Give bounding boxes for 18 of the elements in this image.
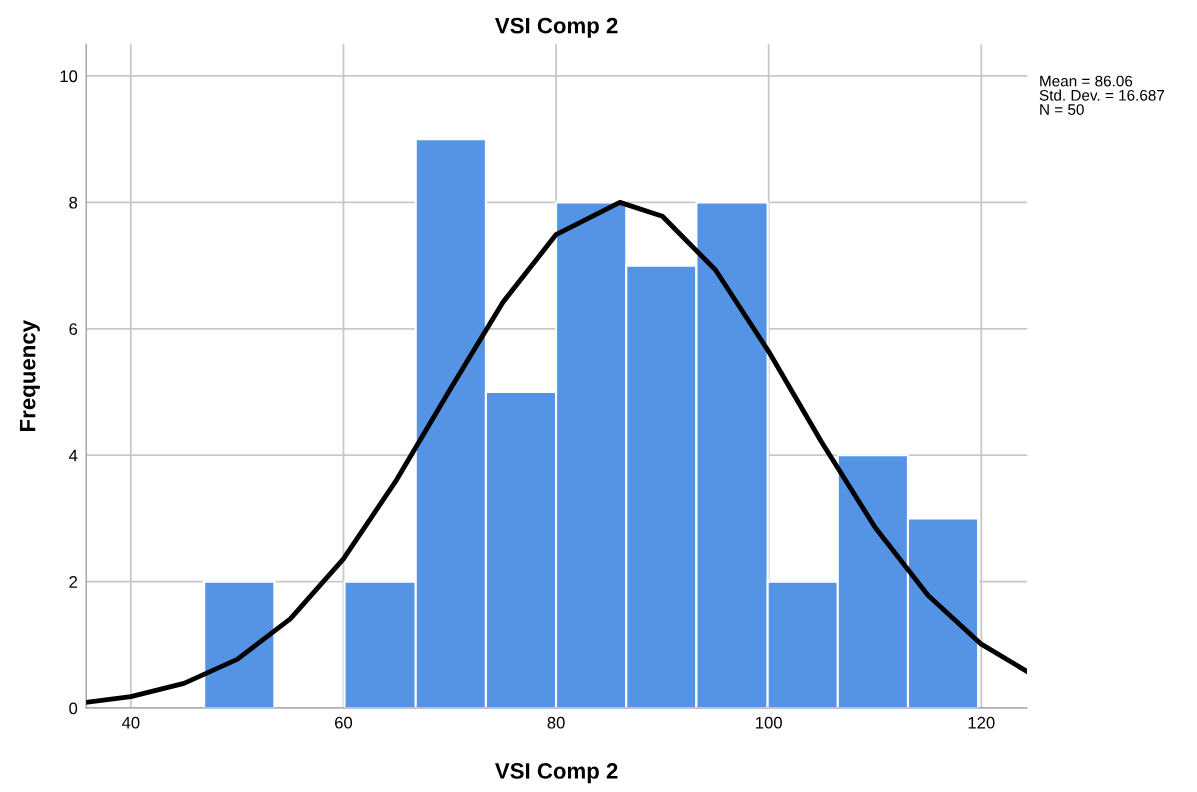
y-tick-label: 0 bbox=[69, 702, 78, 715]
x-tick-label: 40 bbox=[121, 716, 140, 729]
line-series bbox=[86, 199, 1028, 705]
x-tick-label: 100 bbox=[756, 716, 782, 729]
text: N = 50 bbox=[1040, 104, 1084, 115]
y-tick-label: 6 bbox=[69, 323, 78, 335]
chart-title: VSI Comp 2 bbox=[495, 17, 618, 38]
y-axis-title: Frequency bbox=[19, 320, 40, 431]
y-tick-label: 8 bbox=[69, 196, 78, 209]
text: Std. Dev. = 16.687 bbox=[1039, 89, 1165, 101]
y-tick-label: 2 bbox=[69, 576, 78, 588]
y-tick-label: 10 bbox=[60, 70, 78, 83]
x-tick-label: 60 bbox=[335, 716, 353, 729]
y-tick-label: 4 bbox=[68, 449, 78, 462]
text: Mean = 86.06 bbox=[1040, 75, 1133, 87]
x-axis-title: VSI Comp 2 bbox=[495, 763, 618, 784]
x-tick-label: 120 bbox=[968, 716, 995, 729]
x-tick-label: 80 bbox=[547, 716, 565, 729]
